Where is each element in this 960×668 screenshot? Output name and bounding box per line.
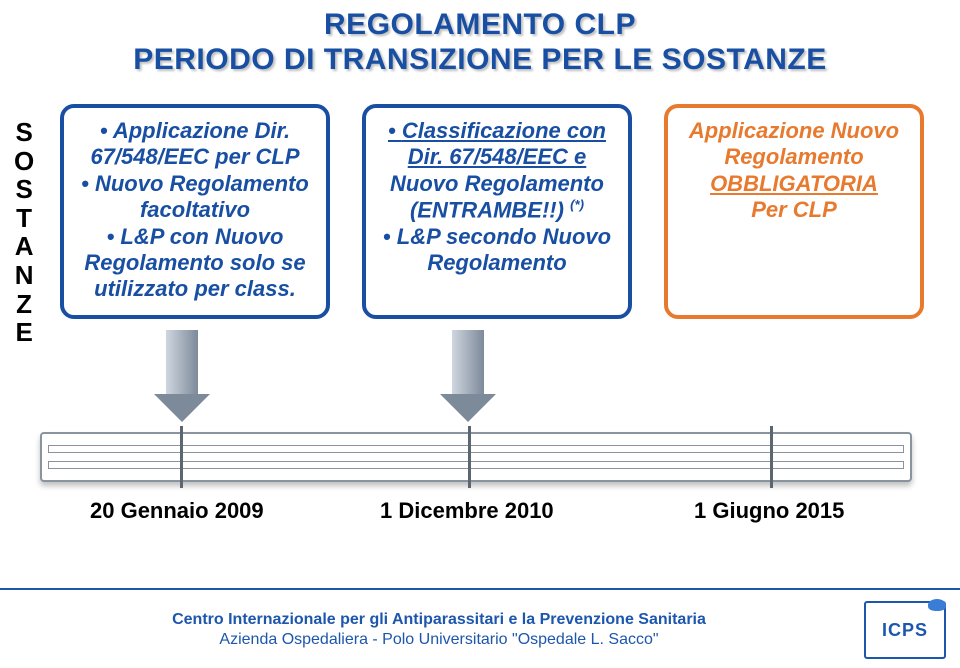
title-line-1: REGOLAMENTO CLP [0, 8, 960, 43]
letter: S [15, 118, 32, 147]
phase-box-2: Classificazione conDir. 67/548/EEC eNuov… [362, 104, 632, 319]
down-arrow-icon [440, 330, 496, 422]
vertical-label-sostanze: S O S T A N Z E [14, 118, 34, 347]
timeline-lane [48, 461, 904, 469]
logo-icps: ICPS [864, 601, 946, 659]
letter: A [15, 232, 34, 261]
phase-box-3: Applicazione NuovoRegolamentoOBBLIGATORI… [664, 104, 924, 319]
letter: S [15, 175, 32, 204]
footer-line-2: Azienda Ospedaliera - Polo Universitario… [14, 630, 864, 650]
logo-text: ICPS [882, 620, 928, 641]
phase-boxes-row: Applicazione Dir.67/548/EEC per CLPNuovo… [60, 104, 924, 319]
down-arrow-icon [154, 330, 210, 422]
footer-line-1: Centro Internazionale per gli Antiparass… [14, 610, 864, 630]
timeline-marker [180, 426, 183, 488]
letter: T [16, 204, 32, 233]
timeline-marker [468, 426, 471, 488]
timeline-label: 1 Giugno 2015 [694, 498, 844, 524]
phase-box-1: Applicazione Dir.67/548/EEC per CLPNuovo… [60, 104, 330, 319]
logo-bug-icon [928, 599, 946, 611]
footer: Centro Internazionale per gli Antiparass… [0, 588, 960, 668]
letter: N [15, 261, 34, 290]
letter: O [14, 147, 34, 176]
timeline-label: 1 Dicembre 2010 [380, 498, 554, 524]
letter: Z [16, 290, 32, 319]
slide-title: REGOLAMENTO CLP PERIODO DI TRANSIZIONE P… [0, 0, 960, 77]
timeline-marker [770, 426, 773, 488]
timeline-lane [48, 445, 904, 453]
letter: E [15, 318, 32, 347]
title-line-2: PERIODO DI TRANSIZIONE PER LE SOSTANZE [0, 43, 960, 78]
footer-text: Centro Internazionale per gli Antiparass… [14, 610, 864, 650]
timeline-label: 20 Gennaio 2009 [90, 498, 264, 524]
timeline-bar [40, 432, 912, 482]
